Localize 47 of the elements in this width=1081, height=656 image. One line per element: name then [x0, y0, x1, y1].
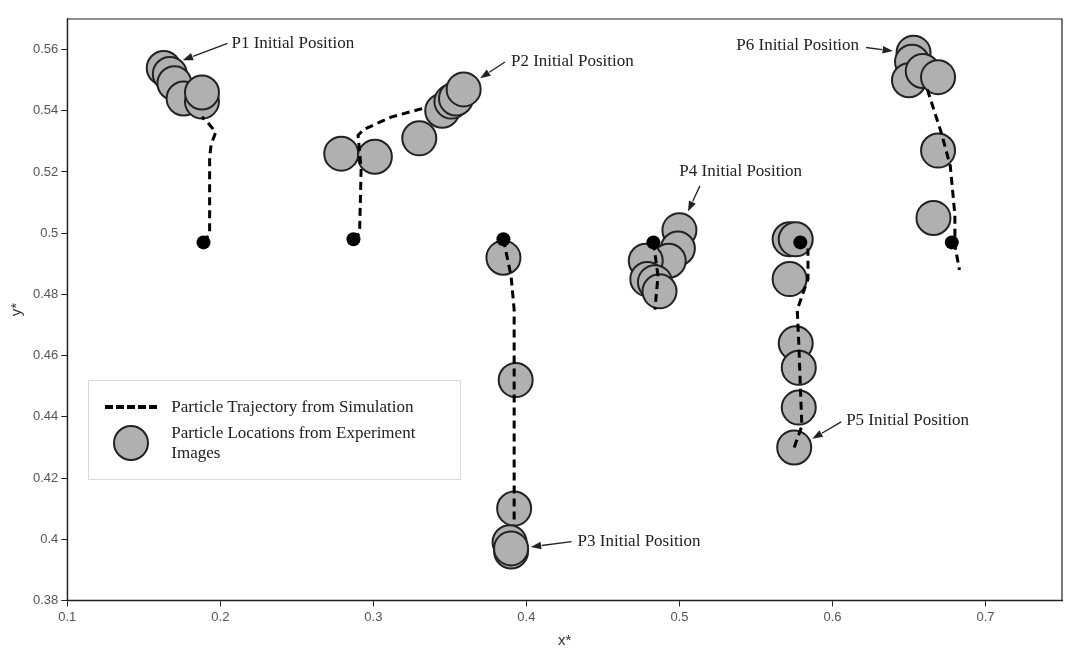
point	[915, 199, 952, 236]
x-tick-label: 0.3	[364, 608, 383, 624]
y-tick-label: 0.38	[32, 591, 59, 607]
y-tick-label: 0.52	[32, 163, 59, 179]
y-tick-label: 0.5	[40, 224, 59, 240]
point	[771, 261, 808, 298]
point	[920, 59, 957, 96]
point	[944, 235, 959, 250]
point	[196, 235, 211, 250]
annotation: P3 Initial Position	[577, 531, 701, 551]
y-tick-label: 0.46	[32, 347, 59, 363]
point	[497, 362, 534, 399]
annotation: P5 Initial Position	[846, 410, 970, 430]
y-tick-label: 0.54	[32, 102, 59, 118]
x-tick-label: 0.1	[58, 608, 77, 624]
point	[780, 389, 817, 426]
annotation: P2 Initial Position	[510, 51, 635, 71]
y-tick-label: 0.48	[32, 285, 59, 301]
point	[401, 120, 438, 157]
x-tick-label: 0.7	[976, 608, 995, 624]
point	[356, 138, 393, 175]
point	[496, 232, 511, 247]
y-tick-label: 0.56	[32, 41, 59, 57]
x-axis-title: x*	[557, 631, 572, 649]
point	[183, 74, 220, 111]
x-tick-label: 0.2	[211, 608, 230, 624]
y-tick-label: 0.42	[32, 469, 59, 485]
y-tick-label: 0.4	[40, 530, 59, 546]
point	[346, 232, 361, 247]
legend-label: Particle Locations from Experiment Images	[171, 423, 417, 464]
y-tick-label: 0.44	[32, 408, 59, 424]
point	[496, 490, 533, 527]
annotation: P1 Initial Position	[231, 32, 355, 52]
point	[323, 135, 360, 172]
x-tick-label: 0.6	[823, 608, 842, 624]
point	[776, 429, 813, 466]
point	[641, 273, 678, 310]
annotation: P6 Initial Position	[736, 35, 860, 55]
point	[920, 132, 957, 169]
x-tick-label: 0.4	[517, 608, 536, 624]
point	[780, 349, 817, 386]
annotation: P4 Initial Position	[679, 160, 803, 180]
legend-label: Particle Trajectory from Simulation	[171, 397, 414, 418]
y-axis-title: y*	[7, 302, 25, 317]
x-tick-label: 0.5	[670, 608, 689, 624]
point	[646, 235, 661, 250]
point	[445, 71, 482, 108]
